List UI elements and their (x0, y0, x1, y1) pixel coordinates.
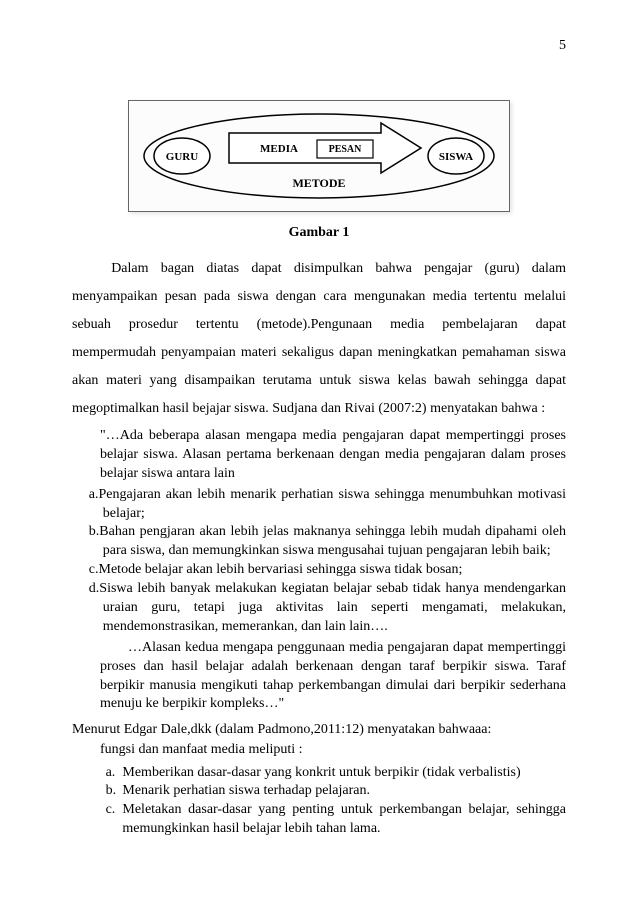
quote-item-text: Bahan pengjaran akan lebih jelas maknany… (99, 524, 566, 558)
page: 5 GURU SISWA MEDIA PESAN METODE Gambar 1… (0, 0, 638, 903)
list-item-text: Menarik perhatian siswa terhadap pelajar… (122, 782, 566, 801)
figure-caption: Gambar 1 (72, 225, 566, 241)
label-siswa: SISWA (439, 151, 473, 163)
quote-intro: "…Ada beberapa alasan mengapa media peng… (100, 427, 566, 484)
quote-item-text: Pengajaran akan lebih menarik perhatian … (99, 487, 566, 521)
quote-item-marker: b. (89, 524, 100, 539)
label-pesan: PESAN (329, 144, 363, 155)
quote-item-marker: d. (89, 581, 100, 596)
page-number: 5 (559, 38, 566, 54)
label-media: MEDIA (260, 143, 298, 155)
quote-item: d.Siswa lebih banyak melakukan kegiatan … (89, 580, 566, 637)
list-2: a.Memberikan dasar-dasar yang konkrit un… (106, 764, 566, 840)
ref-line-1: Menurut Edgar Dale,dkk (dalam Padmono,20… (72, 722, 491, 737)
list-item-marker: c. (106, 801, 123, 839)
quote-item: a.Pengajaran akan lebih menarik perhatia… (89, 486, 566, 524)
list-item-marker: a. (106, 764, 123, 783)
label-guru: GURU (166, 151, 198, 163)
quote-item-marker: c. (89, 562, 99, 577)
list-item-text: Meletakan dasar-dasar yang penting untuk… (122, 801, 566, 839)
diagram-container: GURU SISWA MEDIA PESAN METODE (72, 100, 566, 217)
flow-diagram: GURU SISWA MEDIA PESAN METODE (128, 100, 510, 212)
ref-paragraph: Menurut Edgar Dale,dkk (dalam Padmono,20… (72, 720, 566, 759)
list-item-text: Memberikan dasar-dasar yang konkrit untu… (122, 764, 566, 783)
quote-item: c.Metode belajar akan lebih bervariasi s… (89, 561, 566, 580)
list-item: b.Menarik perhatian siswa terhadap pelaj… (106, 782, 566, 801)
quote-item-marker: a. (89, 487, 99, 502)
quote-list: a.Pengajaran akan lebih menarik perhatia… (72, 486, 566, 637)
label-metode: METODE (292, 176, 345, 190)
list-item: c.Meletakan dasar-dasar yang penting unt… (106, 801, 566, 839)
quote-item: b.Bahan pengjaran akan lebih jelas makna… (89, 523, 566, 561)
ref-line-2: fungsi dan manfaat media meliputi : (100, 742, 303, 757)
quote-tail: …Alasan kedua mengapa penggunaan media p… (100, 639, 566, 715)
list-item: a.Memberikan dasar-dasar yang konkrit un… (106, 764, 566, 783)
paragraph-1: Dalam bagan diatas dapat disimpulkan bah… (72, 255, 566, 423)
quote-item-text: Metode belajar akan lebih bervariasi seh… (99, 562, 463, 577)
quote-item-text: Siswa lebih banyak melakukan kegiatan be… (99, 581, 566, 634)
list-item-marker: b. (106, 782, 123, 801)
